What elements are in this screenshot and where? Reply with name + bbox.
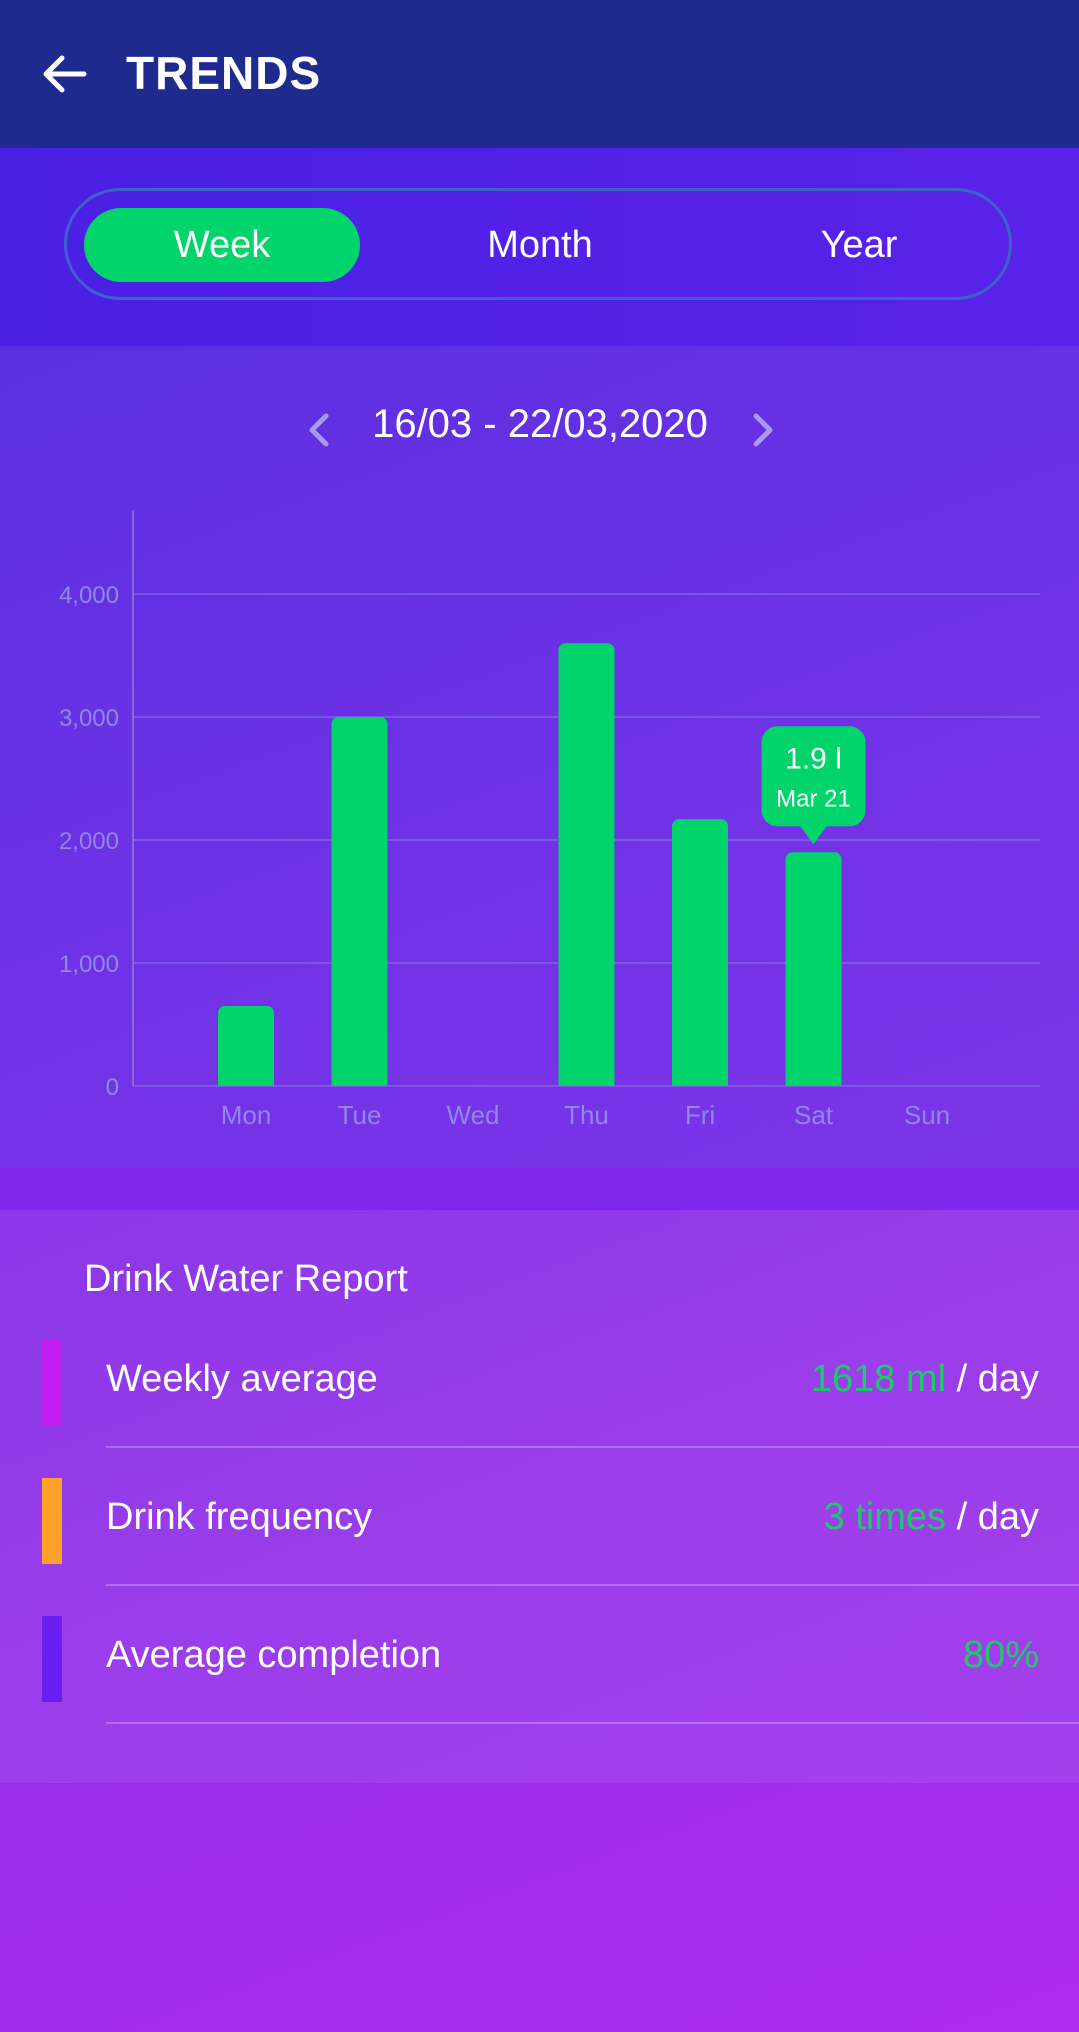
x-tick-label: Mon (221, 1100, 272, 1130)
row-label: Weekly average (106, 1358, 378, 1400)
drink-water-report: Drink Water Report Weekly average 1618 m… (0, 1210, 1079, 1783)
y-tick-label: 4,000 (59, 582, 119, 609)
row-marker (42, 1340, 62, 1426)
x-tick-label: Wed (447, 1100, 500, 1130)
tooltip-value: 1.9 l (785, 742, 842, 775)
bar-mon (218, 1006, 274, 1086)
report-row-weekly-average: Weekly average 1618 ml / day (0, 1310, 1079, 1448)
row-marker (42, 1616, 62, 1702)
bar-base (785, 1078, 842, 1086)
row-value-number: 3 times (823, 1496, 947, 1538)
bar-base (218, 1078, 274, 1086)
report-row-average-completion: Average completion 80% (0, 1586, 1079, 1724)
tab-week[interactable]: Week (84, 208, 360, 282)
y-tick-label: 2,000 (59, 828, 119, 855)
tooltip-box (761, 726, 866, 827)
row-value: 80% (963, 1634, 1039, 1677)
row-divider (106, 1446, 1079, 1448)
bar-tue (331, 717, 388, 1086)
section-divider (0, 1168, 1079, 1210)
bar-base (672, 1078, 728, 1086)
period-selector-band: Week Month Year (0, 148, 1079, 346)
row-marker (42, 1478, 62, 1564)
bar-thu (558, 643, 615, 1086)
date-navigator: 16/03 - 22/03,2020 (0, 394, 1079, 464)
chevron-left-icon[interactable] (300, 408, 340, 452)
row-label: Average completion (106, 1634, 442, 1676)
bar-fri (672, 819, 728, 1086)
period-selector: Week Month Year (64, 188, 1012, 300)
app-header: TRENDS (0, 0, 1079, 148)
y-tick-label: 0 (106, 1074, 119, 1101)
water-intake-bar-chart: 0 1,000 2,000 3,000 4,000 Mon Tue Wed Thu Fri Sat S… (59, 510, 1040, 1130)
row-label: Drink frequency (106, 1496, 373, 1538)
row-divider (106, 1584, 1079, 1586)
bar-base (558, 1078, 615, 1086)
bar-base (331, 1078, 388, 1086)
row-value-number: 1618 ml (810, 1358, 947, 1400)
report-row-drink-frequency: Drink frequency 3 times / day (0, 1448, 1079, 1586)
tooltip-date: Mar 21 (776, 785, 851, 812)
x-tick-label: Sat (794, 1100, 834, 1130)
bar-sat (785, 852, 842, 1086)
tab-month[interactable]: Month (487, 223, 593, 266)
y-tick-label: 1,000 (59, 951, 119, 978)
arrow-left-icon (43, 55, 87, 93)
chart-card: 16/03 - 22/03,2020 0 1,000 2,000 3,000 4,000… (0, 346, 1079, 1168)
date-range-label: 16/03 - 22/03,2020 (372, 402, 708, 446)
report-title: Drink Water Report (84, 1258, 408, 1300)
row-value: 3 times / day (824, 1496, 1039, 1539)
back-button[interactable] (36, 44, 92, 104)
x-tick-label: Thu (564, 1100, 609, 1130)
tooltip-pointer (799, 825, 828, 845)
row-value-suffix: / day (946, 1496, 1039, 1538)
row-value-number: 80% (962, 1634, 1039, 1676)
y-tick-label: 3,000 (59, 705, 119, 732)
row-divider (106, 1722, 1079, 1724)
row-value-suffix: / day (946, 1358, 1039, 1400)
chevron-right-icon[interactable] (742, 408, 782, 452)
x-tick-label: Sun (904, 1100, 950, 1130)
x-tick-label: Fri (685, 1100, 715, 1130)
row-value: 1618 ml / day (811, 1358, 1039, 1401)
x-tick-label: Tue (338, 1100, 382, 1130)
page-title: TRENDS (126, 47, 322, 99)
tab-year[interactable]: Year (820, 223, 898, 266)
